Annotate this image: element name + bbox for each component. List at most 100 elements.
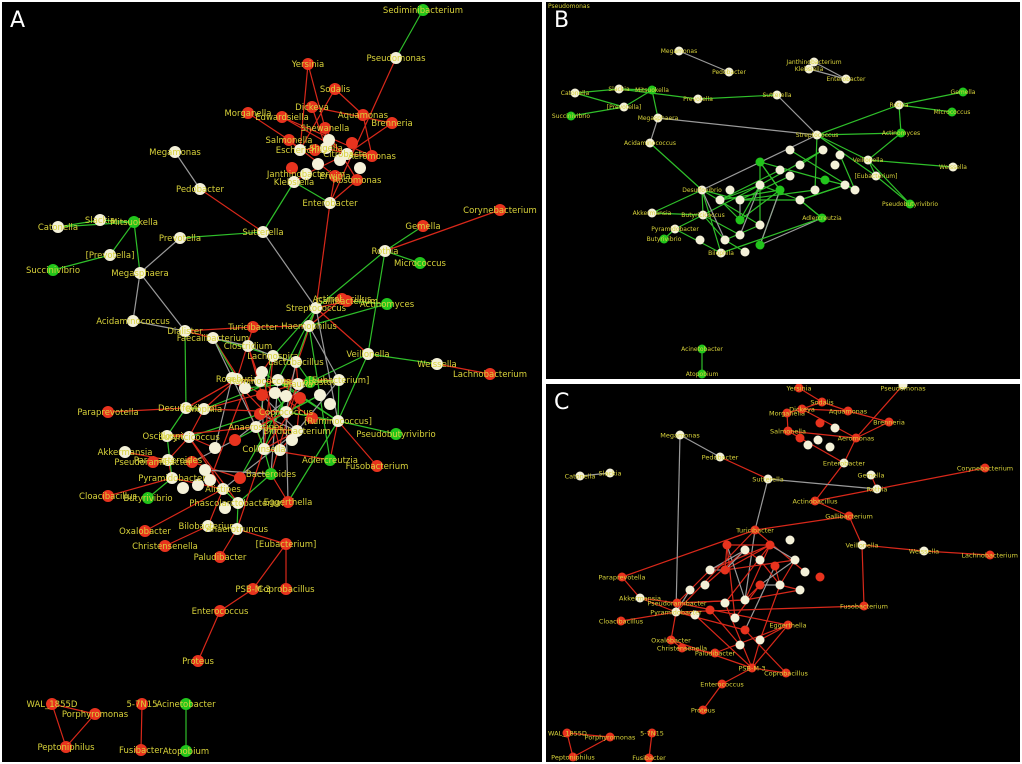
network-edge (139, 272, 186, 332)
network-edge (574, 88, 620, 94)
node-label: Yersinia (786, 385, 812, 393)
node-marker (139, 525, 151, 537)
node-acinetobacter: Acinetobacter (156, 698, 216, 710)
network-edge (816, 134, 877, 177)
edges-c (566, 384, 991, 759)
node-label: Mitsuokella (635, 87, 669, 94)
node-label: [Prevotella] (86, 251, 135, 261)
network-node (815, 418, 825, 428)
network-node (825, 442, 835, 452)
network-edge (436, 363, 491, 375)
node-label: Turicibacter (735, 526, 774, 534)
node-haemophilus: Haemophilus (281, 320, 337, 332)
network-edge (384, 225, 424, 252)
node-label: Catonella (561, 90, 590, 97)
node-label: Klebsiella (795, 66, 824, 73)
node-catonella: Catonella (38, 221, 78, 233)
network-node (775, 185, 785, 195)
node-actinobacillus: Actinobacillus (793, 496, 839, 506)
node-marker (782, 408, 792, 418)
network-edge (262, 231, 317, 309)
node-marker (810, 496, 820, 506)
network-edge (367, 353, 438, 365)
network-node (294, 392, 306, 404)
node-butyrivibrio: Butyrivibrio (123, 492, 173, 504)
node-marker (194, 183, 206, 195)
network-node (272, 374, 284, 386)
node-fusibacter: Fusibacter (119, 744, 163, 756)
node-label: Haemophilus (281, 322, 337, 332)
node-marker (351, 174, 363, 186)
node-marker (254, 375, 266, 387)
node-bacteroides: Bacteroides (246, 468, 297, 480)
network-edge (759, 149, 824, 186)
node-mitsuokella: Mitsuokella (110, 216, 158, 228)
network-node (314, 389, 326, 401)
network-edge (898, 91, 964, 106)
network-edge (203, 383, 299, 410)
node-butyricicoccus: Butyricicoccus (158, 431, 220, 443)
node-5-7n15: 5-7N15 (640, 728, 664, 738)
network-edge (855, 384, 904, 439)
network-node (256, 366, 268, 378)
node-actinomyces: Actinomyces (360, 298, 415, 310)
node-lactobacillus: Lactobacillus (268, 356, 324, 368)
node-label: Pedobacter (702, 453, 739, 461)
node-label: Morganella (224, 109, 271, 119)
node-corynebacterium: Corynebacterium (463, 204, 537, 216)
network-edge (670, 611, 677, 641)
network-edge (744, 544, 771, 601)
network-edge (255, 426, 298, 432)
node-salmonella: Salmonella (266, 134, 313, 146)
node-akkermansia: Akkermansia (619, 593, 661, 603)
node-marker (797, 404, 807, 414)
node-clostridium: Clostridium (224, 340, 272, 352)
node-roseburia: Roseburia (216, 373, 258, 385)
network-edge (395, 9, 424, 59)
network-edge (144, 488, 224, 532)
network-edge (315, 250, 386, 309)
network-edge (867, 159, 954, 168)
node-marker (302, 58, 314, 70)
network-edge (724, 559, 796, 571)
node-label: Aquamonas (338, 111, 389, 121)
node-label: Butyricicoccus (158, 433, 220, 443)
node-bilobacterium: Bilobacterium (178, 520, 238, 532)
network-edge (237, 473, 272, 504)
node-mitsuokella: Mitsuokella (635, 85, 669, 95)
network-edge (107, 477, 173, 497)
node-label: Slackia (598, 469, 621, 477)
node-paludibacter: Paludibacter (695, 648, 736, 658)
node-marker (616, 616, 626, 626)
node-label: Coprobacillus (257, 585, 315, 595)
node-label: Catonella (565, 472, 596, 480)
node-enterococcus: Enterococcus (700, 679, 744, 689)
node-slackia: Slackia (598, 468, 622, 478)
network-edge (898, 104, 902, 134)
node-porphyromonas: Porphyromonas (585, 732, 636, 742)
node-klebsiella: Klebsiella (274, 176, 314, 188)
network-edge (236, 448, 265, 530)
node-marker (958, 87, 968, 97)
node-label: Catonella (38, 223, 78, 233)
node-marker (127, 315, 139, 327)
node-marker (494, 204, 506, 216)
network-node (186, 456, 198, 468)
node-slackia: Slackia (85, 214, 115, 226)
node-marker (417, 4, 429, 16)
node-sediminibacterium: Sediminibacterium (383, 4, 463, 16)
network-edge (709, 609, 741, 646)
node-coprococcus: Coprococcus (259, 406, 314, 418)
node-label: Proteus (182, 657, 214, 667)
node-coprobacillus: Coprobacillus (257, 583, 315, 595)
network-edge (847, 410, 890, 423)
node-label: [Ruminococcus] (304, 417, 372, 427)
node-label: Actinobacillus (793, 497, 839, 505)
node-phascolarctobacterium: Phascolarctobacterium (189, 497, 287, 509)
node-label: Bifidobacterium (263, 427, 331, 437)
node-label: Aquamonas (829, 407, 868, 415)
network-node (785, 145, 795, 155)
network-edge (219, 588, 254, 612)
node-pedobacter: Pedobacter (702, 452, 739, 462)
node-marker (948, 162, 958, 172)
